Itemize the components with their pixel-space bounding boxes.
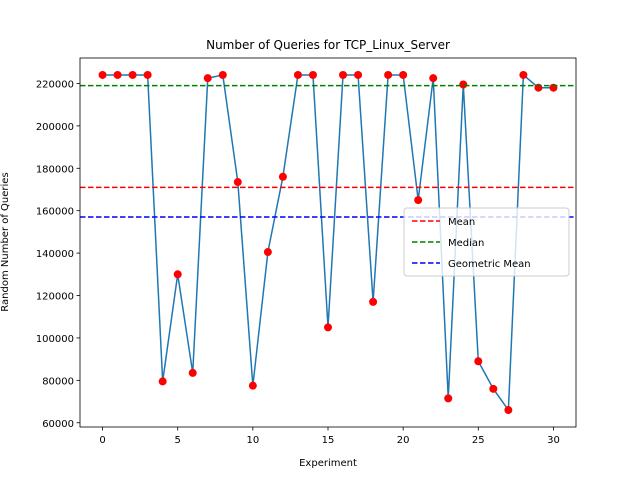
legend-label: Mean bbox=[448, 217, 475, 228]
data-point-16 bbox=[339, 70, 348, 79]
legend-box bbox=[403, 207, 570, 277]
data-point-11 bbox=[263, 248, 272, 257]
data-point-5 bbox=[173, 270, 182, 279]
data-point-8 bbox=[218, 70, 227, 79]
data-point-27 bbox=[504, 406, 513, 415]
data-point-23 bbox=[444, 394, 453, 403]
data-point-24 bbox=[459, 80, 468, 89]
y-tick-label: 80000 bbox=[42, 376, 74, 387]
data-point-12 bbox=[278, 172, 287, 181]
data-point-4 bbox=[158, 377, 167, 386]
data-point-15 bbox=[324, 323, 332, 332]
plot-area: 0 5 10 15 20 25 30 60000 80000 100000 120000 140000… bbox=[36, 57, 577, 446]
x-tick-label: 20 bbox=[397, 435, 410, 446]
x-tick-label: 25 bbox=[472, 435, 485, 446]
data-point-17 bbox=[354, 70, 363, 79]
y-tick-label: 140000 bbox=[36, 249, 74, 260]
legend-label: Median bbox=[448, 238, 484, 249]
y-tick-label: 160000 bbox=[36, 207, 74, 218]
y-tick-label: 60000 bbox=[42, 419, 74, 430]
data-point-3 bbox=[143, 70, 152, 79]
data-point-28 bbox=[519, 70, 528, 79]
y-tick-label: 220000 bbox=[36, 79, 74, 90]
x-tick-label: 0 bbox=[99, 435, 105, 446]
x-axis-label: Experiment bbox=[299, 458, 357, 469]
data-point-13 bbox=[293, 70, 302, 79]
y-tick-label: 180000 bbox=[36, 164, 74, 175]
y-tick-label: 120000 bbox=[36, 292, 74, 303]
y-tick-label: 200000 bbox=[36, 122, 74, 133]
data-point-7 bbox=[203, 74, 212, 83]
x-tick-label: 30 bbox=[547, 435, 560, 446]
data-point-10 bbox=[248, 381, 257, 390]
data-point-25 bbox=[474, 357, 483, 366]
data-point-9 bbox=[233, 178, 242, 187]
data-point-2 bbox=[128, 70, 137, 79]
data-point-21 bbox=[414, 196, 423, 205]
data-point-18 bbox=[369, 297, 378, 306]
x-tick-label: 10 bbox=[246, 435, 259, 446]
data-point-26 bbox=[489, 384, 498, 393]
legend-label: Geometric Mean bbox=[448, 259, 531, 270]
data-point-22 bbox=[429, 74, 438, 83]
data-point-14 bbox=[308, 70, 317, 79]
y-tick-label: 100000 bbox=[36, 334, 74, 345]
data-point-0 bbox=[98, 70, 107, 79]
x-tick-label: 15 bbox=[322, 435, 335, 446]
y-axis-label: Random Number of Queries bbox=[0, 172, 11, 311]
x-tick-label: 5 bbox=[175, 435, 181, 446]
chart-title: Number of Queries for TCP_Linux_Server bbox=[206, 38, 450, 52]
data-point-20 bbox=[399, 70, 408, 79]
legend: Mean Median Geometric Mean bbox=[403, 207, 570, 277]
data-point-19 bbox=[384, 70, 393, 79]
data-point-1 bbox=[113, 70, 122, 79]
data-point-6 bbox=[188, 368, 197, 377]
